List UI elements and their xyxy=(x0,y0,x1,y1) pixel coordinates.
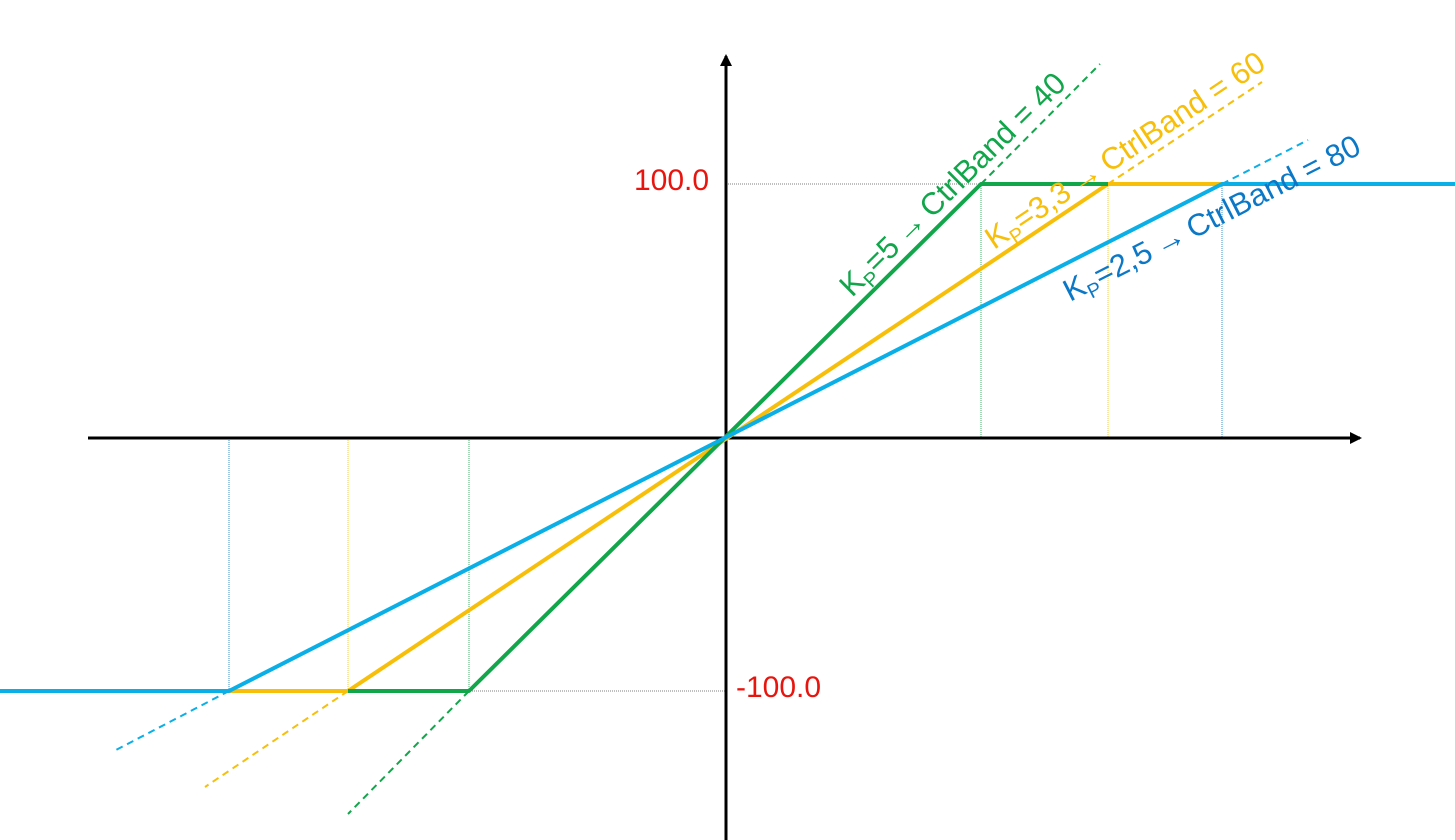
blue-curve xyxy=(0,182,1455,693)
reference-lines xyxy=(228,183,1223,692)
blue-extension-upper xyxy=(1221,139,1309,185)
yellow-band-text: CtrlBand = 60 xyxy=(1093,44,1271,179)
blue-kp-value: =2,5 xyxy=(1088,234,1158,293)
dashed-extensions xyxy=(115,63,1309,815)
green-extension-upper xyxy=(980,63,1101,185)
green-extension-lower xyxy=(347,690,470,815)
blue-band-text: CtrlBand = 80 xyxy=(1180,128,1366,246)
y-tick-upper: 100.0 xyxy=(634,164,709,197)
blue-extension-lower xyxy=(115,690,230,751)
y-tick-lower: -100.0 xyxy=(736,671,821,704)
yellow-extension-lower xyxy=(204,690,349,788)
yellow-extension-upper xyxy=(1107,81,1263,185)
axes xyxy=(88,54,1362,840)
curves xyxy=(0,182,1455,693)
